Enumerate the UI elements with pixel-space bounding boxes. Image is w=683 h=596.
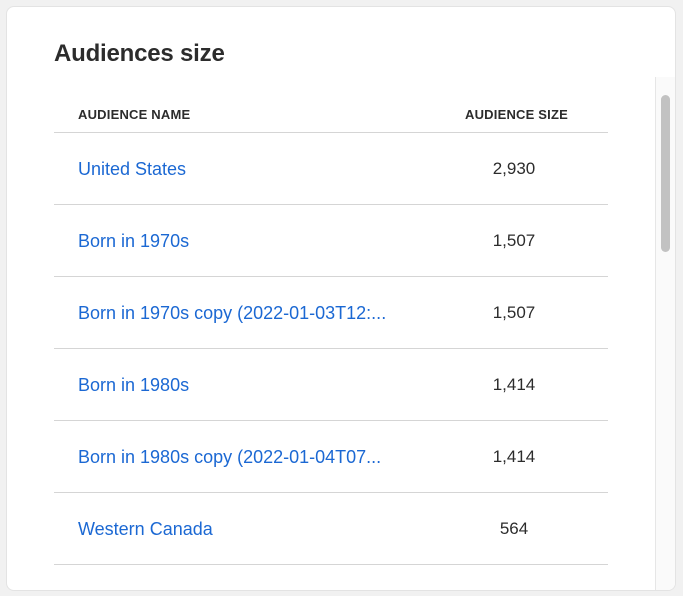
table-row: Western Canada 564 [54,493,608,565]
table-row: Born in 1970s 1,507 [54,205,608,277]
audience-name-link[interactable]: Born in 1980s copy (2022-01-04T07... [78,447,382,467]
vertical-scrollbar[interactable] [655,77,675,590]
audiences-table: AUDIENCE NAME AUDIENCE SIZE United State… [54,83,608,590]
audience-name-link[interactable]: Western Canada [78,519,213,539]
column-header-audience-size[interactable]: AUDIENCE SIZE [465,107,569,122]
scrollbar-thumb[interactable] [661,95,670,252]
audience-size-value: 1,414 [492,375,536,394]
audience-size-value: 564 [499,519,529,538]
audience-size-value: 1,414 [492,447,536,466]
audience-name-link[interactable]: Born in 1970s [78,231,190,251]
table-header: AUDIENCE NAME AUDIENCE SIZE [54,83,608,133]
column-header-audience-name[interactable]: AUDIENCE NAME [78,107,191,122]
audience-size-value: 2,930 [492,159,536,178]
audience-size-value: 1,507 [492,303,536,322]
audience-name-link[interactable]: Born in 1980s [78,375,190,395]
table-row: Born in 1980s copy (2022-01-04T07... 1,4… [54,421,608,493]
table-row: Born in 1980s 1,414 [54,349,608,421]
audience-name-link[interactable]: United States [78,159,187,179]
audience-name-link[interactable]: Born in 1970s copy (2022-01-03T12:... [78,303,387,323]
audiences-size-card: Audiences size AUDIENCE NAME AUDIENCE SI… [6,6,676,591]
card-title: Audiences size [54,40,225,67]
table-row: Born in 1970s copy (2022-01-03T12:... 1,… [54,277,608,349]
audience-size-value: 1,507 [492,231,536,250]
table-row: United States 2,930 [54,133,608,205]
